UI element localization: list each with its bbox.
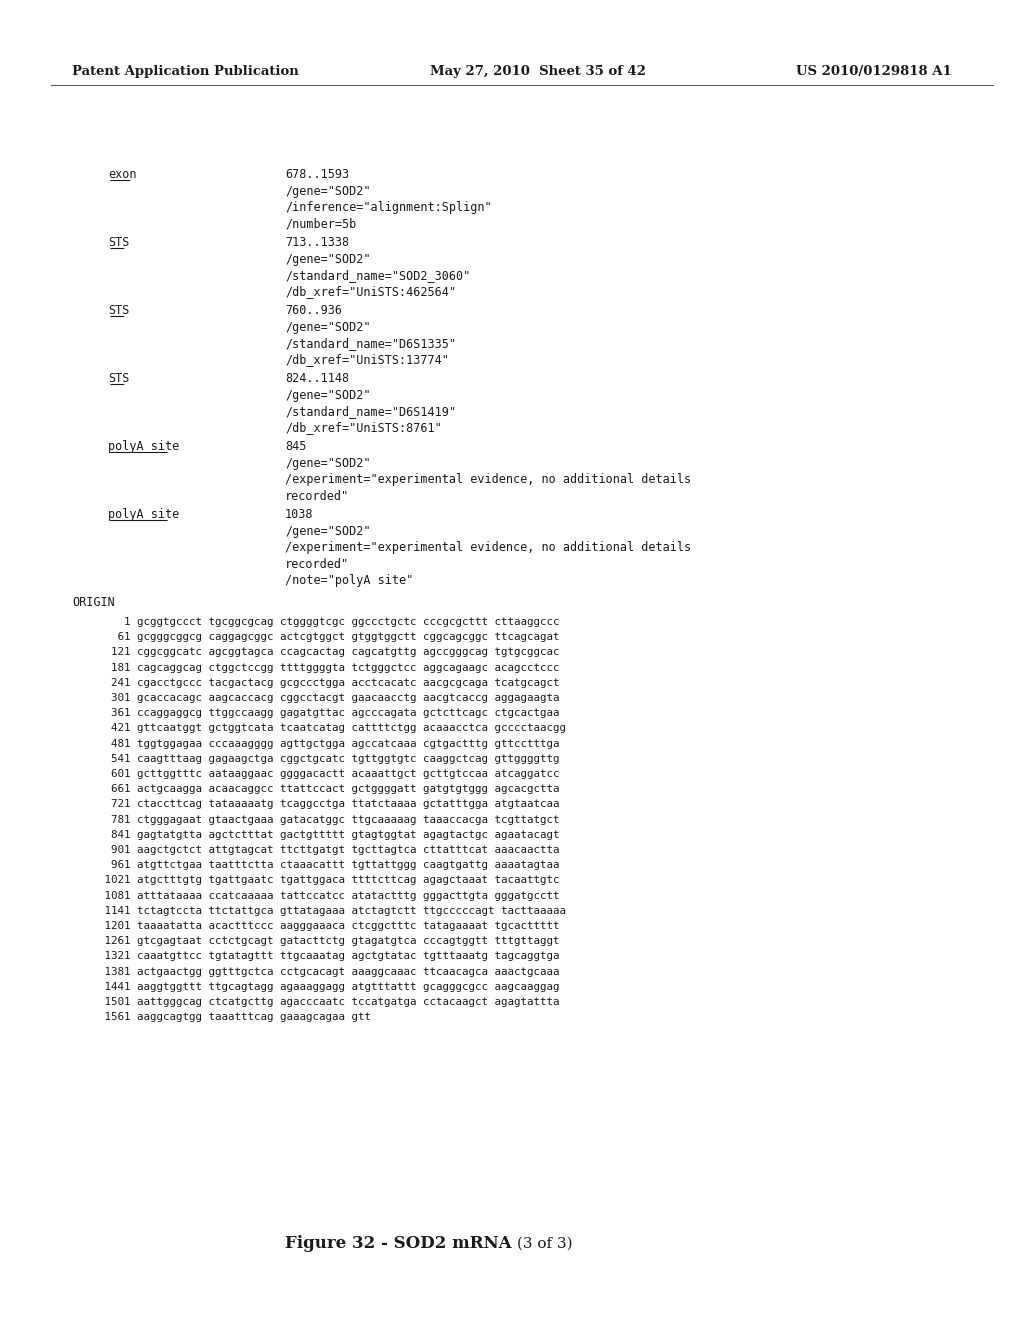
- Text: 1381 actgaactgg ggtttgctca cctgcacagt aaaggcaaac ttcaacagca aaactgcaaa: 1381 actgaactgg ggtttgctca cctgcacagt aa…: [72, 966, 559, 977]
- Text: 541 caagtttaag gagaagctga cggctgcatc tgttggtgtc caaggctcag gttggggttg: 541 caagtttaag gagaagctga cggctgcatc tgt…: [72, 754, 559, 764]
- Text: polyA site: polyA site: [108, 508, 179, 521]
- Text: /db_xref="UniSTS:13774": /db_xref="UniSTS:13774": [285, 354, 449, 367]
- Text: 1501 aattgggcag ctcatgcttg agacccaatc tccatgatga cctacaagct agagtattta: 1501 aattgggcag ctcatgcttg agacccaatc tc…: [72, 997, 559, 1007]
- Text: 901 aagctgctct attgtagcat ttcttgatgt tgcttagtca cttatttcat aaacaactta: 901 aagctgctct attgtagcat ttcttgatgt tgc…: [72, 845, 559, 855]
- Text: 1201 taaaatatta acactttccc aagggaaaca ctcggctttc tatagaaaat tgcacttttt: 1201 taaaatatta acactttccc aagggaaaca ct…: [72, 921, 559, 931]
- Text: recorded": recorded": [285, 557, 349, 570]
- Text: /db_xref="UniSTS:8761": /db_xref="UniSTS:8761": [285, 421, 441, 434]
- Text: 421 gttcaatggt gctggtcata tcaatcatag cattttctgg acaaacctca gcccctaacgg: 421 gttcaatggt gctggtcata tcaatcatag cat…: [72, 723, 566, 734]
- Text: 661 actgcaagga acaacaggcc ttattccact gctggggatt gatgtgtggg agcacgctta: 661 actgcaagga acaacaggcc ttattccact gct…: [72, 784, 559, 795]
- Text: ORIGIN: ORIGIN: [72, 597, 115, 610]
- Text: /standard_name="D6S1335": /standard_name="D6S1335": [285, 337, 456, 350]
- Text: 121 cggcggcatc agcggtagca ccagcactag cagcatgttg agccgggcag tgtgcggcac: 121 cggcggcatc agcggtagca ccagcactag cag…: [72, 647, 559, 657]
- Text: 241 cgacctgccc tacgactacg gcgccctgga acctcacatc aacgcgcaga tcatgcagct: 241 cgacctgccc tacgactacg gcgccctgga acc…: [72, 677, 559, 688]
- Text: exon: exon: [108, 168, 136, 181]
- Text: 301 gcaccacagc aagcaccacg cggcctacgt gaacaacctg aacgtcaccg aggagaagta: 301 gcaccacagc aagcaccacg cggcctacgt gaa…: [72, 693, 559, 704]
- Text: 721 ctaccttcag tataaaaatg tcaggcctga ttatctaaaa gctatttgga atgtaatcaa: 721 ctaccttcag tataaaaatg tcaggcctga tta…: [72, 800, 559, 809]
- Text: Figure 32 - SOD2 mRNA: Figure 32 - SOD2 mRNA: [286, 1236, 512, 1251]
- Text: recorded": recorded": [285, 490, 349, 503]
- Text: 841 gagtatgtta agctctttat gactgttttt gtagtggtat agagtactgc agaatacagt: 841 gagtatgtta agctctttat gactgttttt gta…: [72, 830, 559, 840]
- Text: /gene="SOD2": /gene="SOD2": [285, 524, 371, 537]
- Text: /gene="SOD2": /gene="SOD2": [285, 457, 371, 470]
- Text: 601 gcttggtttc aataaggaac ggggacactt acaaattgct gcttgtccaa atcaggatcc: 601 gcttggtttc aataaggaac ggggacactt aca…: [72, 770, 559, 779]
- Text: 760..936: 760..936: [285, 304, 342, 317]
- Text: May 27, 2010  Sheet 35 of 42: May 27, 2010 Sheet 35 of 42: [430, 65, 646, 78]
- Text: 845: 845: [285, 440, 306, 453]
- Text: STS: STS: [108, 372, 129, 385]
- Text: 1321 caaatgttcc tgtatagttt ttgcaaatag agctgtatac tgtttaaatg tagcaggtga: 1321 caaatgttcc tgtatagttt ttgcaaatag ag…: [72, 952, 559, 961]
- Text: /note="polyA site": /note="polyA site": [285, 574, 414, 587]
- Text: /gene="SOD2": /gene="SOD2": [285, 252, 371, 265]
- Text: 713..1338: 713..1338: [285, 236, 349, 249]
- Text: 1 gcggtgccct tgcggcgcag ctggggtcgc ggccctgctc cccgcgcttt cttaaggccc: 1 gcggtgccct tgcggcgcag ctggggtcgc ggccc…: [72, 616, 559, 627]
- Text: 678..1593: 678..1593: [285, 168, 349, 181]
- Text: /experiment="experimental evidence, no additional details: /experiment="experimental evidence, no a…: [285, 541, 691, 554]
- Text: /inference="alignment:Splign": /inference="alignment:Splign": [285, 201, 492, 214]
- Text: STS: STS: [108, 304, 129, 317]
- Text: 1141 tctagtccta ttctattgca gttatagaaa atctagtctt ttgcccccagt tacttaaaaa: 1141 tctagtccta ttctattgca gttatagaaa at…: [72, 906, 566, 916]
- Text: 824..1148: 824..1148: [285, 372, 349, 385]
- Text: 481 tggtggagaa cccaaagggg agttgctgga agccatcaaa cgtgactttg gttcctttga: 481 tggtggagaa cccaaagggg agttgctgga agc…: [72, 739, 559, 748]
- Text: 1561 aaggcagtgg taaatttcag gaaagcagaa gtt: 1561 aaggcagtgg taaatttcag gaaagcagaa gt…: [72, 1012, 371, 1022]
- Text: /gene="SOD2": /gene="SOD2": [285, 321, 371, 334]
- Text: 1081 atttataaaa ccatcaaaaa tattccatcc atatactttg gggacttgta gggatgcctt: 1081 atttataaaa ccatcaaaaa tattccatcc at…: [72, 891, 559, 900]
- Text: 781 ctgggagaat gtaactgaaa gatacatggc ttgcaaaaag taaaccacga tcgttatgct: 781 ctgggagaat gtaactgaaa gatacatggc ttg…: [72, 814, 559, 825]
- Text: 961 atgttctgaa taatttctta ctaaacattt tgttattggg caagtgattg aaaatagtaa: 961 atgttctgaa taatttctta ctaaacattt tgt…: [72, 861, 559, 870]
- Text: 181 cagcaggcag ctggctccgg ttttggggta tctgggctcc aggcagaagc acagcctccc: 181 cagcaggcag ctggctccgg ttttggggta tct…: [72, 663, 559, 673]
- Text: 61 gcgggcggcg caggagcggc actcgtggct gtggtggctt cggcagcggc ttcagcagat: 61 gcgggcggcg caggagcggc actcgtggct gtgg…: [72, 632, 559, 643]
- Text: /db_xref="UniSTS:462564": /db_xref="UniSTS:462564": [285, 285, 456, 298]
- Text: Patent Application Publication: Patent Application Publication: [72, 65, 299, 78]
- Text: 361 ccaggaggcg ttggccaagg gagatgttac agcccagata gctcttcagc ctgcactgaa: 361 ccaggaggcg ttggccaagg gagatgttac agc…: [72, 709, 559, 718]
- Text: /number=5b: /number=5b: [285, 218, 356, 231]
- Text: US 2010/0129818 A1: US 2010/0129818 A1: [797, 65, 952, 78]
- Text: STS: STS: [108, 236, 129, 249]
- Text: /experiment="experimental evidence, no additional details: /experiment="experimental evidence, no a…: [285, 473, 691, 486]
- Text: /standard_name="SOD2_3060": /standard_name="SOD2_3060": [285, 269, 470, 282]
- Text: /gene="SOD2": /gene="SOD2": [285, 388, 371, 401]
- Text: 1441 aaggtggttt ttgcagtagg agaaaggagg atgtttattt gcagggcgcc aagcaaggag: 1441 aaggtggttt ttgcagtagg agaaaggagg at…: [72, 982, 559, 991]
- Text: 1038: 1038: [285, 508, 313, 521]
- Text: 1261 gtcgagtaat cctctgcagt gatacttctg gtagatgtca cccagtggtt tttgttaggt: 1261 gtcgagtaat cctctgcagt gatacttctg gt…: [72, 936, 559, 946]
- Text: (3 of 3): (3 of 3): [512, 1237, 572, 1251]
- Text: 1021 atgctttgtg tgattgaatc tgattggaca ttttcttcag agagctaaat tacaattgtc: 1021 atgctttgtg tgattgaatc tgattggaca tt…: [72, 875, 559, 886]
- Text: polyA site: polyA site: [108, 440, 179, 453]
- Text: /standard_name="D6S1419": /standard_name="D6S1419": [285, 405, 456, 418]
- Text: /gene="SOD2": /gene="SOD2": [285, 185, 371, 198]
